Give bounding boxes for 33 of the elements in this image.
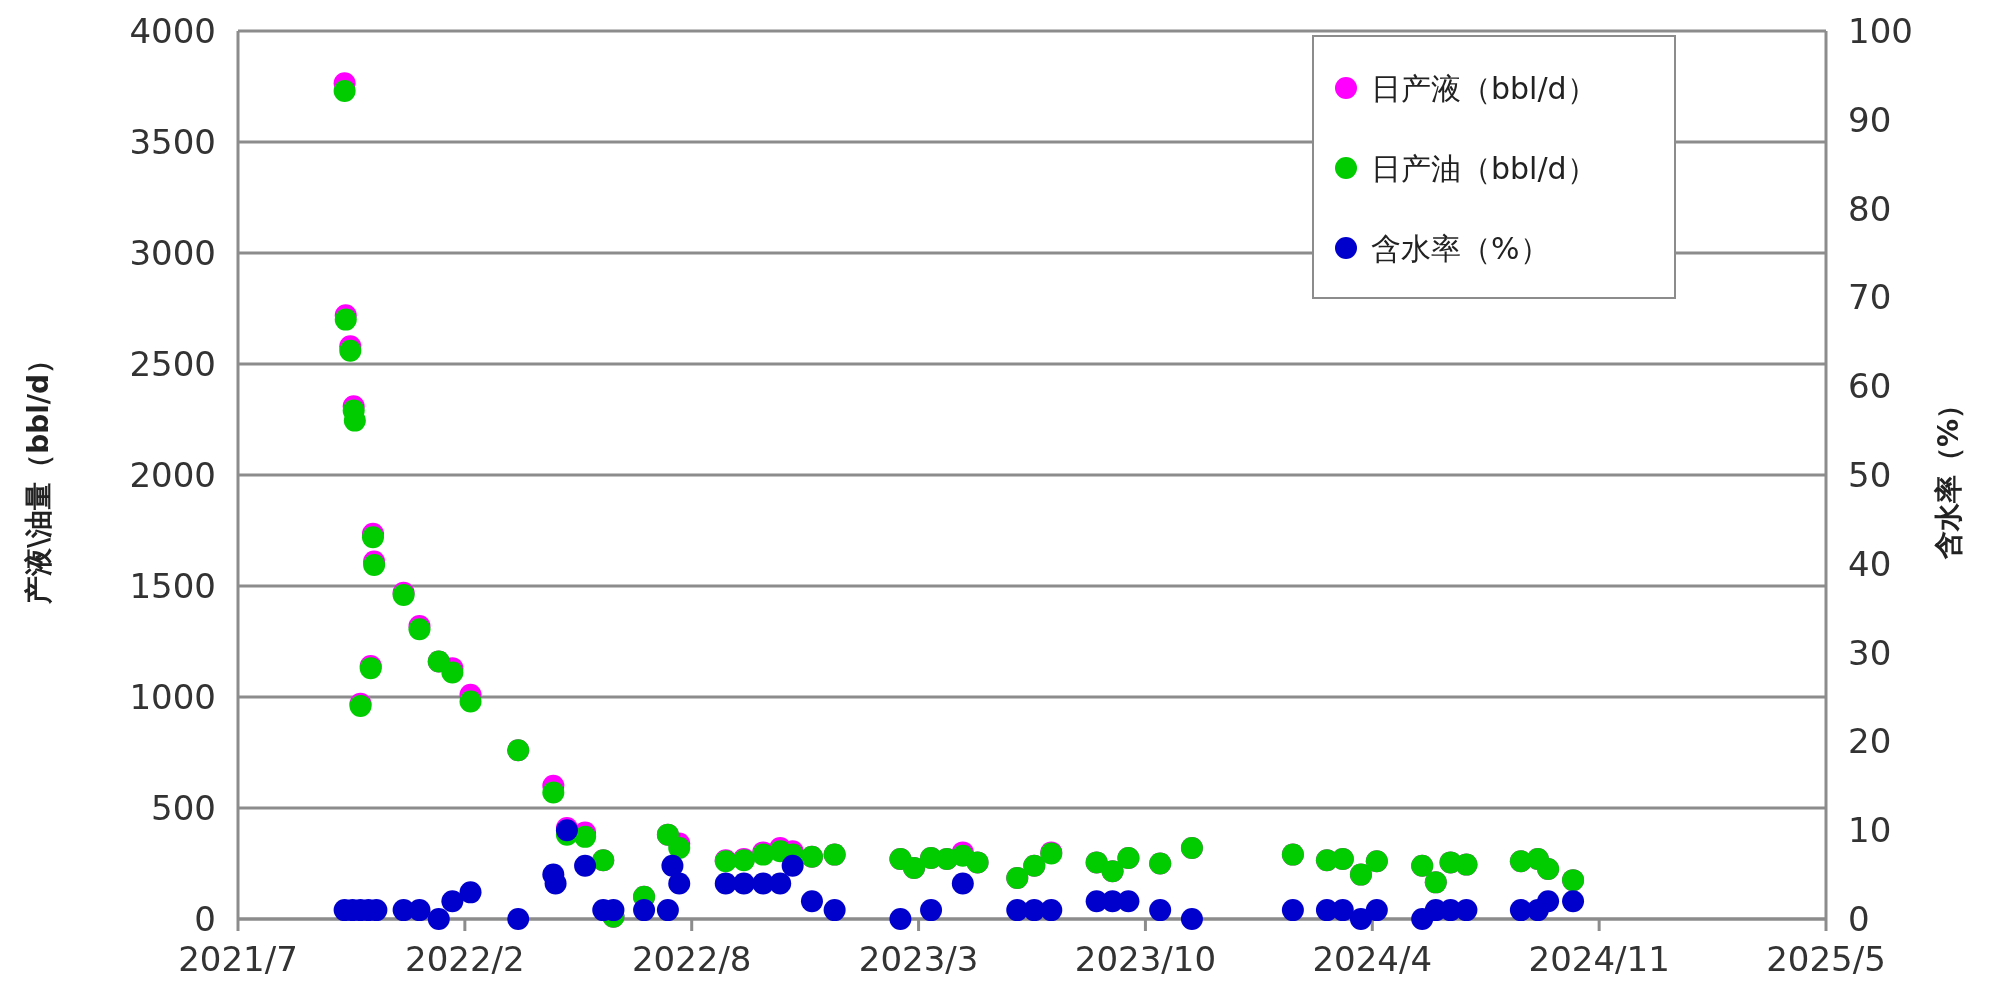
y2-tick-label: 60 xyxy=(1848,366,1892,407)
legend-label: 含水率（%） xyxy=(1371,230,1550,266)
y-tick-label: 0 xyxy=(194,898,216,939)
y-tick-label: 1000 xyxy=(129,676,216,717)
y2-tick-label: 20 xyxy=(1848,721,1892,762)
x-tick-label: 2022/8 xyxy=(631,939,752,979)
y-axis-title: 产液\油量（bbl/d） xyxy=(22,345,55,606)
y-tick-label: 4000 xyxy=(129,10,216,51)
y-tick-label: 2500 xyxy=(129,343,216,384)
legend-label: 日产油（bbl/d） xyxy=(1371,150,1597,186)
x-tick-label: 2024/4 xyxy=(1312,939,1433,979)
y2-tick-label: 10 xyxy=(1848,810,1892,851)
y2-tick-label: 80 xyxy=(1848,188,1892,229)
y2-tick-label: 90 xyxy=(1848,99,1892,140)
x-tick-label: 2025/5 xyxy=(1766,939,1886,979)
x-tick-label: 2023/3 xyxy=(858,939,979,979)
x-tick-label: 2024/11 xyxy=(1528,939,1670,979)
y2-tick-label: 100 xyxy=(1848,10,1913,51)
y2-axis-title: 含水率（%） xyxy=(1932,390,1965,561)
x-tick-label: 2021/7 xyxy=(178,939,298,979)
y2-tick-label: 30 xyxy=(1848,632,1892,673)
y2-tick-label: 0 xyxy=(1848,898,1870,939)
y2-tick-label: 50 xyxy=(1848,454,1892,495)
y-tick-label: 500 xyxy=(151,787,216,828)
y-tick-label: 3000 xyxy=(129,232,216,273)
x-tick-label: 2023/10 xyxy=(1074,939,1217,979)
y2-tick-label: 40 xyxy=(1848,543,1892,584)
x-tick-label: 2022/2 xyxy=(405,939,525,979)
y-tick-label: 3500 xyxy=(129,121,216,162)
legend-label: 日产液（bbl/d） xyxy=(1371,70,1597,106)
y-tick-label: 1500 xyxy=(129,565,216,606)
y-tick-label: 2000 xyxy=(129,454,216,495)
y2-tick-label: 70 xyxy=(1848,277,1892,318)
